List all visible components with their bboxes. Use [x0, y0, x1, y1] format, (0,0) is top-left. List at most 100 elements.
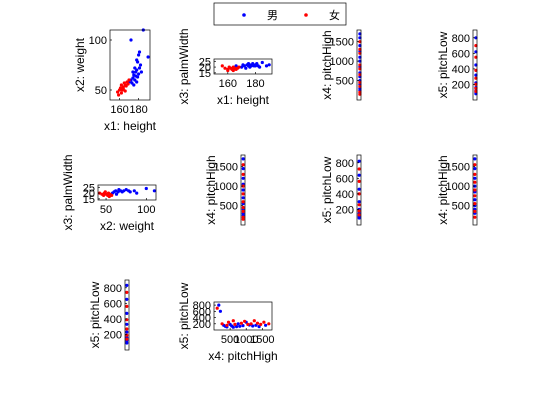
x-tick-label: 1000: [234, 334, 258, 346]
data-point: [255, 62, 259, 66]
data-point: [473, 157, 477, 161]
data-point: [137, 50, 142, 54]
axes-box: [240, 154, 246, 226]
data-point: [127, 78, 131, 82]
data-point: [137, 53, 141, 57]
data-point: [473, 209, 477, 213]
y-axis-label: x5: pitchLow: [177, 282, 191, 349]
data-point: [215, 306, 219, 310]
data-point: [231, 325, 235, 329]
y-tick-label: 100: [89, 35, 107, 47]
data-point: [125, 337, 129, 341]
data-point: [226, 320, 231, 324]
data-point: [267, 322, 271, 326]
y-tick-label: 600: [193, 306, 211, 318]
data-point: [144, 186, 148, 191]
data-point: [241, 167, 245, 171]
data-point: [114, 189, 118, 193]
y-tick-label: 800: [193, 300, 211, 312]
data-point: [125, 283, 129, 287]
data-point: [357, 209, 361, 213]
data-point: [125, 327, 129, 331]
data-point: [118, 86, 123, 90]
axes-box: [109, 29, 151, 101]
data-point: [235, 325, 239, 329]
data-point: [357, 203, 361, 207]
data-point: [127, 189, 131, 193]
data-point: [253, 64, 257, 68]
data-point: [241, 209, 245, 213]
x-tick-label: 180: [246, 78, 264, 90]
data-point: [114, 192, 119, 196]
data-point: [133, 78, 137, 82]
y-tick-label: 500: [336, 76, 354, 88]
data-point: [241, 63, 245, 67]
data-point: [246, 62, 251, 66]
data-point: [357, 187, 361, 191]
data-point: [223, 66, 227, 70]
data-point: [130, 81, 134, 85]
data-point: [473, 163, 477, 167]
data-point: [119, 91, 123, 95]
y-tick-label: 25: [83, 182, 95, 194]
data-point: [252, 319, 256, 323]
axes-box: [356, 154, 362, 226]
legend-male-label: 男: [267, 10, 278, 22]
data-point: [240, 65, 244, 69]
x-axis-label: x1: height: [104, 119, 157, 133]
data-point: [357, 192, 361, 196]
data-point: [136, 60, 140, 64]
data-point: [258, 65, 262, 69]
data-point: [107, 194, 111, 199]
data-point: [241, 196, 245, 200]
data-point: [103, 190, 107, 194]
data-point: [124, 188, 128, 192]
data-point: [237, 65, 241, 69]
data-point: [239, 321, 243, 325]
data-point: [129, 38, 133, 42]
y-tick-label: 20: [199, 62, 211, 74]
data-point: [152, 189, 156, 193]
data-point: [123, 83, 127, 87]
data-point: [246, 322, 250, 326]
y-tick-label: 500: [220, 201, 238, 213]
y-tick-label: 400: [104, 314, 122, 326]
y-tick-label: 800: [336, 158, 354, 170]
y-tick-label: 200: [104, 329, 122, 341]
data-point: [125, 341, 129, 345]
data-point: [126, 82, 130, 86]
y-tick-label: 600: [104, 298, 122, 310]
data-point: [225, 323, 229, 327]
data-point: [117, 93, 121, 97]
data-point: [138, 63, 143, 67]
data-point: [236, 322, 240, 326]
data-point: [125, 304, 129, 308]
data-point: [131, 76, 135, 80]
y-tick-label: 1000: [330, 56, 354, 68]
data-point: [125, 322, 129, 326]
y-tick-label: 600: [452, 48, 470, 60]
axes-box: [472, 29, 478, 101]
data-point: [241, 205, 245, 210]
data-point: [119, 83, 123, 87]
y-axis-label: x2: weight: [73, 37, 87, 92]
legend-female-marker: [304, 13, 308, 17]
data-point: [116, 90, 120, 94]
data-point: [125, 330, 129, 334]
y-tick-label: 200: [193, 319, 211, 331]
y-tick-label: 1500: [446, 162, 470, 174]
data-point: [135, 68, 139, 72]
data-point: [473, 215, 477, 219]
data-point: [255, 321, 260, 325]
x-tick-label: 100: [137, 204, 155, 216]
data-point: [220, 322, 224, 326]
data-point: [134, 74, 138, 78]
data-point: [357, 173, 361, 177]
